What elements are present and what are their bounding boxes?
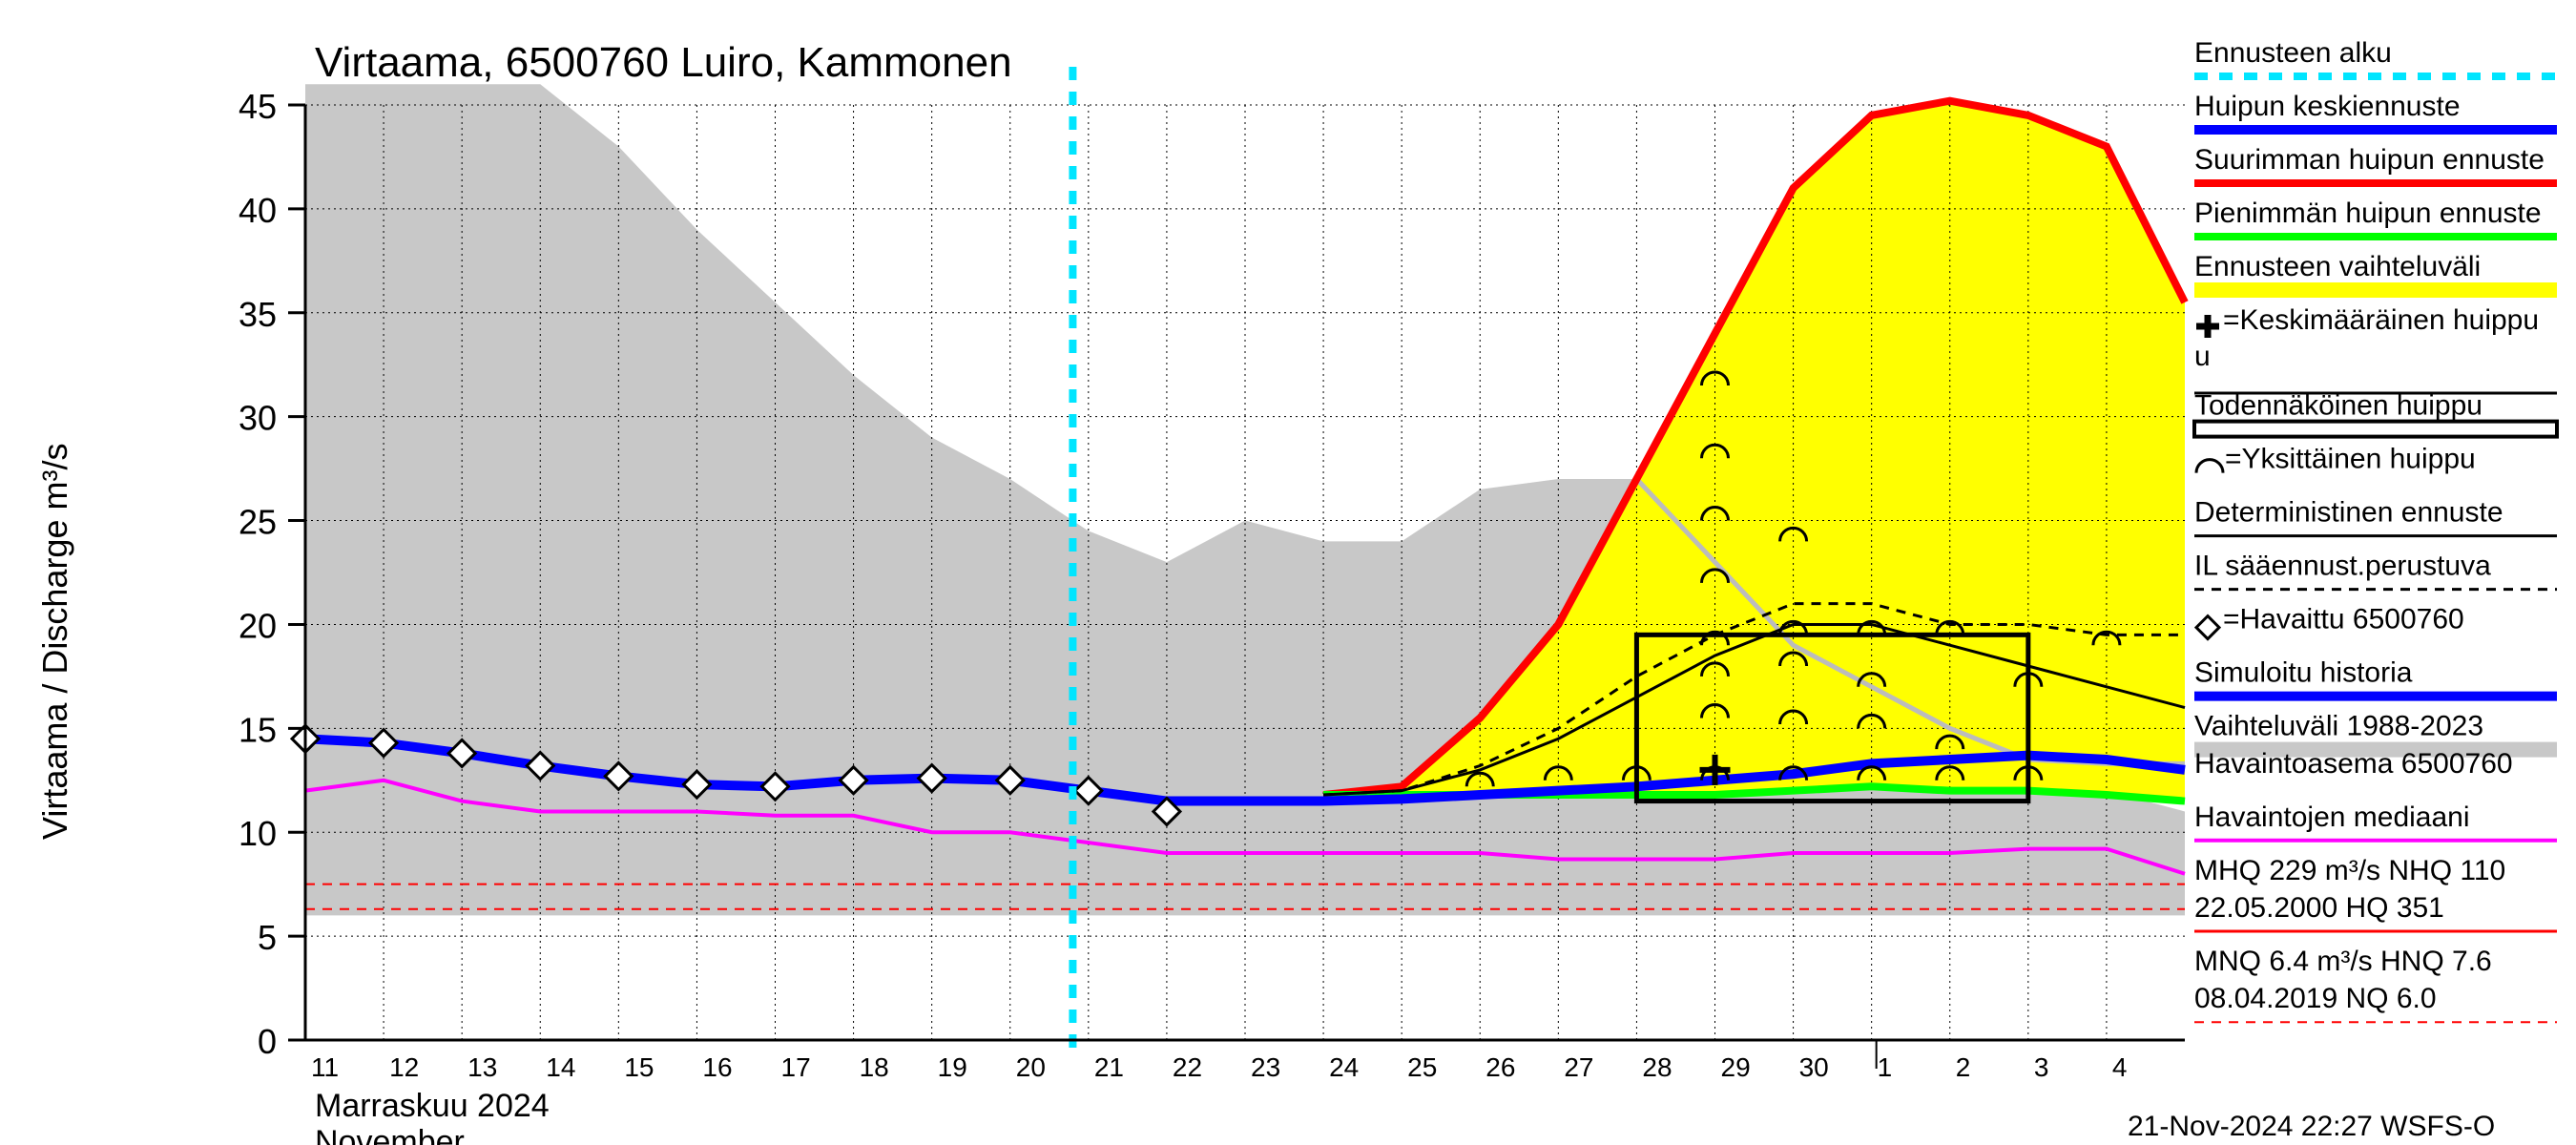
legend-label: Simuloitu historia bbox=[2194, 657, 2413, 689]
x-tick-label: 28 bbox=[1642, 1052, 1672, 1082]
x-tick-label: 25 bbox=[1407, 1052, 1437, 1082]
legend-label: u bbox=[2194, 341, 2211, 372]
legend-label: Havaintojen mediaani bbox=[2194, 802, 2470, 833]
legend-label: Suurimman huipun ennuste bbox=[2194, 144, 2545, 176]
y-tick-label: 10 bbox=[239, 814, 277, 853]
x-tick-label: 18 bbox=[860, 1052, 889, 1082]
y-tick-label: 5 bbox=[258, 918, 277, 957]
legend-label: Pienimmän huipun ennuste bbox=[2194, 198, 2542, 229]
legend-label: Ennusteen vaihteluväli bbox=[2194, 251, 2481, 282]
y-tick-label: 25 bbox=[239, 503, 277, 542]
x-tick-label: 21 bbox=[1094, 1052, 1124, 1082]
y-tick-label: 0 bbox=[258, 1022, 277, 1061]
x-month-en: November bbox=[315, 1124, 465, 1145]
legend-label: Huipun keskiennuste bbox=[2194, 91, 2461, 122]
x-tick-label: 16 bbox=[702, 1052, 732, 1082]
legend-label: Havaintoasema 6500760 bbox=[2194, 748, 2513, 780]
y-tick-label: 40 bbox=[239, 191, 277, 230]
x-tick-label: 15 bbox=[624, 1052, 654, 1082]
legend-label: MNQ 6.4 m³/s HNQ 7.6 bbox=[2194, 946, 2492, 977]
x-tick-label: 24 bbox=[1329, 1052, 1359, 1082]
x-tick-label: 23 bbox=[1251, 1052, 1280, 1082]
legend-label: =Yksittäinen huippu bbox=[2225, 444, 2476, 475]
legend-label: =Havaittu 6500760 bbox=[2223, 604, 2464, 635]
y-axis-label: Virtaama / Discharge m³/s bbox=[35, 444, 74, 840]
x-tick-label: 1 bbox=[1878, 1052, 1893, 1082]
y-tick-label: 15 bbox=[239, 710, 277, 749]
legend-label: Todennäköinen huippu bbox=[2194, 390, 2483, 422]
x-tick-label: 22 bbox=[1173, 1052, 1202, 1082]
legend-swatch bbox=[2194, 422, 2557, 437]
x-tick-label: 3 bbox=[2034, 1052, 2049, 1082]
x-tick-label: 12 bbox=[389, 1052, 419, 1082]
legend-label: 22.05.2000 HQ 351 bbox=[2194, 892, 2444, 924]
x-tick-label: 14 bbox=[546, 1052, 575, 1082]
legend-label: Deterministinen ennuste bbox=[2194, 497, 2503, 529]
x-tick-label: 26 bbox=[1485, 1052, 1515, 1082]
y-tick-label: 35 bbox=[239, 295, 277, 334]
x-tick-label: 29 bbox=[1721, 1052, 1751, 1082]
legend-label: Vaihteluväli 1988-2023 bbox=[2194, 711, 2483, 742]
chart-title: Virtaama, 6500760 Luiro, Kammonen bbox=[315, 39, 1012, 86]
x-tick-label: 2 bbox=[1956, 1052, 1971, 1082]
y-tick-label: 20 bbox=[239, 606, 277, 645]
y-tick-label: 45 bbox=[239, 87, 277, 126]
x-tick-label: 30 bbox=[1799, 1052, 1829, 1082]
x-month-fi: Marraskuu 2024 bbox=[315, 1088, 550, 1124]
x-tick-label: 11 bbox=[311, 1052, 339, 1082]
legend-label: IL sääennust.perustuva bbox=[2194, 551, 2491, 582]
legend-label: Ennusteen alku bbox=[2194, 37, 2392, 69]
y-tick-label: 30 bbox=[239, 399, 277, 438]
x-tick-label: 19 bbox=[938, 1052, 967, 1082]
legend-swatch bbox=[2194, 282, 2557, 298]
legend-label: MHQ 229 m³/s NHQ 110 bbox=[2194, 855, 2505, 886]
x-tick-label: 4 bbox=[2112, 1052, 2128, 1082]
x-tick-label: 20 bbox=[1016, 1052, 1046, 1082]
x-tick-label: 13 bbox=[467, 1052, 497, 1082]
x-tick-label: 17 bbox=[781, 1052, 811, 1082]
legend-label: =Keskimääräinen huippu bbox=[2223, 304, 2539, 336]
legend-label: 08.04.2019 NQ 6.0 bbox=[2194, 983, 2437, 1014]
x-tick-label: 27 bbox=[1564, 1052, 1593, 1082]
footer-timestamp: 21-Nov-2024 22:27 WSFS-O bbox=[2128, 1111, 2495, 1142]
